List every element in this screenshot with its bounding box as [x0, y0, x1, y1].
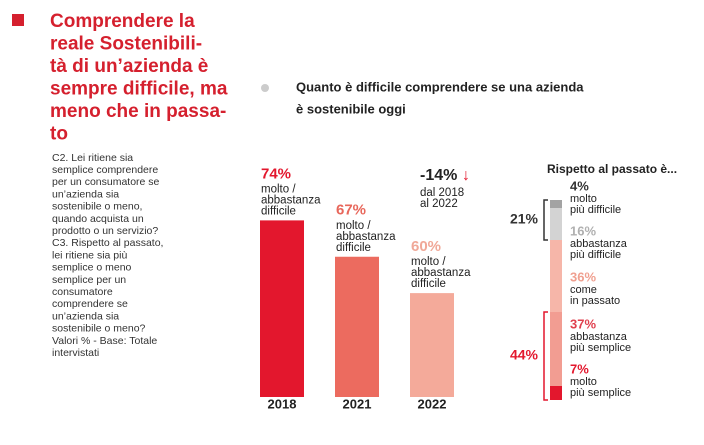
change-note: dal 2018 — [420, 187, 464, 199]
change-note: al 2022 — [420, 198, 458, 210]
stack-title: Rispetto al passato è... — [547, 162, 677, 176]
legend-label: abbastanza — [570, 238, 628, 250]
bar-label: abbastanza — [411, 267, 471, 279]
change-label: -14% — [420, 167, 457, 184]
title-line: reale Sostenibili- — [50, 34, 202, 55]
question-line: C2. Lei ritiene sia — [52, 152, 133, 164]
bar-label: difficile — [261, 205, 296, 217]
subtitle-dot — [261, 84, 269, 92]
legend-label: abbastanza — [570, 331, 628, 343]
question-line: C3. Rispetto al passato, — [52, 237, 163, 249]
stack-segment — [550, 240, 562, 312]
question-line: sostenibile o meno, — [52, 201, 142, 213]
title-line: to — [50, 124, 68, 145]
stack-segment — [550, 208, 562, 240]
stack-segment — [550, 200, 562, 208]
stack-segment — [550, 312, 562, 386]
bar-label: abbastanza — [336, 231, 396, 243]
segment-value: 37% — [570, 316, 596, 331]
group-bracket — [543, 311, 548, 401]
title-line: meno che in passa- — [50, 101, 226, 122]
x-tick-label: 2018 — [268, 396, 297, 411]
legend-label: più difficile — [570, 204, 621, 216]
subtitle-line: Quanto è difficile comprendere se una az… — [296, 79, 584, 94]
question-line: sostenibile o meno? — [52, 323, 146, 335]
group-bracket — [543, 199, 548, 241]
x-tick-label: 2022 — [418, 396, 447, 411]
value-label: 60% — [411, 238, 441, 255]
group-label: 44% — [510, 347, 539, 363]
segment-value: 36% — [570, 269, 596, 284]
question-line: intervistati — [52, 347, 99, 359]
question-line: comprendere se — [52, 298, 128, 310]
subtitle-line: è sostenibile oggi — [296, 101, 406, 116]
bar-label: difficile — [336, 242, 371, 254]
question-line: quando acquista un — [52, 213, 144, 225]
legend-label: come — [570, 284, 597, 296]
bar — [260, 220, 304, 397]
question-line: un’azienda sia — [52, 310, 119, 322]
stack-segment — [550, 386, 562, 400]
segment-value: 16% — [570, 223, 596, 238]
bar-label: molto / — [336, 220, 371, 232]
legend-label: più semplice — [570, 387, 631, 399]
question-line: un’azienda sia — [52, 188, 119, 200]
title-marker — [12, 14, 24, 26]
question-line: prodotto o un servizio? — [52, 225, 158, 237]
value-label: 74% — [261, 165, 291, 182]
question-line: semplice comprendere — [52, 164, 158, 176]
title-line: sempre difficile, ma — [50, 79, 228, 100]
bar-label: difficile — [411, 278, 446, 290]
legend-label: in passato — [570, 295, 620, 307]
bar-label: molto / — [261, 183, 296, 195]
bar — [410, 293, 454, 397]
segment-value: 4% — [570, 178, 589, 193]
change-arrow: ↓ — [462, 167, 470, 184]
question-line: Valori % - Base: Totale — [52, 335, 157, 347]
bar-label: abbastanza — [261, 194, 321, 206]
question-line: per un consumatore se — [52, 176, 160, 188]
bar-label: molto / — [411, 256, 446, 268]
title-line: Comprendere la — [50, 11, 195, 32]
question-line: semplice per un — [52, 274, 126, 286]
legend-label: molto — [570, 376, 597, 388]
question-line: consumatore — [52, 286, 113, 298]
legend-label: più difficile — [570, 249, 621, 261]
question-line: lei ritiene sia più — [52, 249, 127, 261]
bar — [335, 256, 379, 397]
legend-label: più semplice — [570, 342, 631, 354]
group-label: 21% — [510, 211, 539, 227]
title-line: tà di un’azienda è — [50, 56, 208, 77]
x-tick-label: 2021 — [343, 396, 372, 411]
question-line: semplice o meno — [52, 262, 132, 274]
legend-label: molto — [570, 193, 597, 205]
value-label: 67% — [336, 202, 366, 219]
segment-value: 7% — [570, 361, 589, 376]
